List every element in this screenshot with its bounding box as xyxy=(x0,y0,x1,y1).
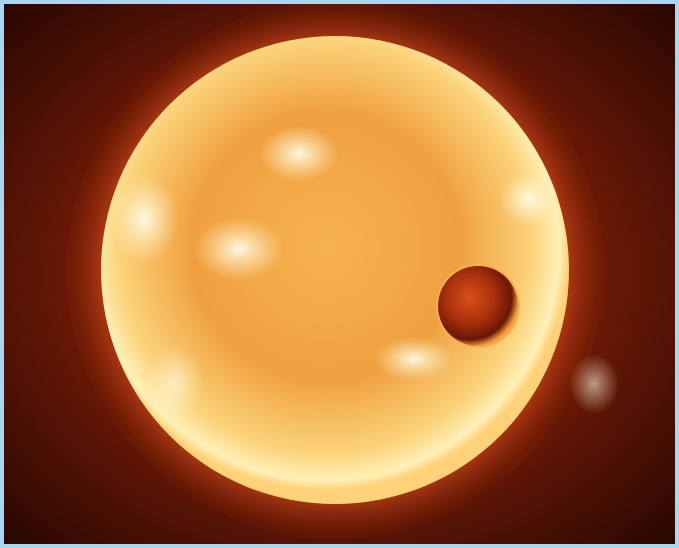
sun-disk xyxy=(101,36,569,504)
sun-image xyxy=(4,4,675,544)
active-regions xyxy=(109,126,619,424)
planet xyxy=(436,264,520,348)
